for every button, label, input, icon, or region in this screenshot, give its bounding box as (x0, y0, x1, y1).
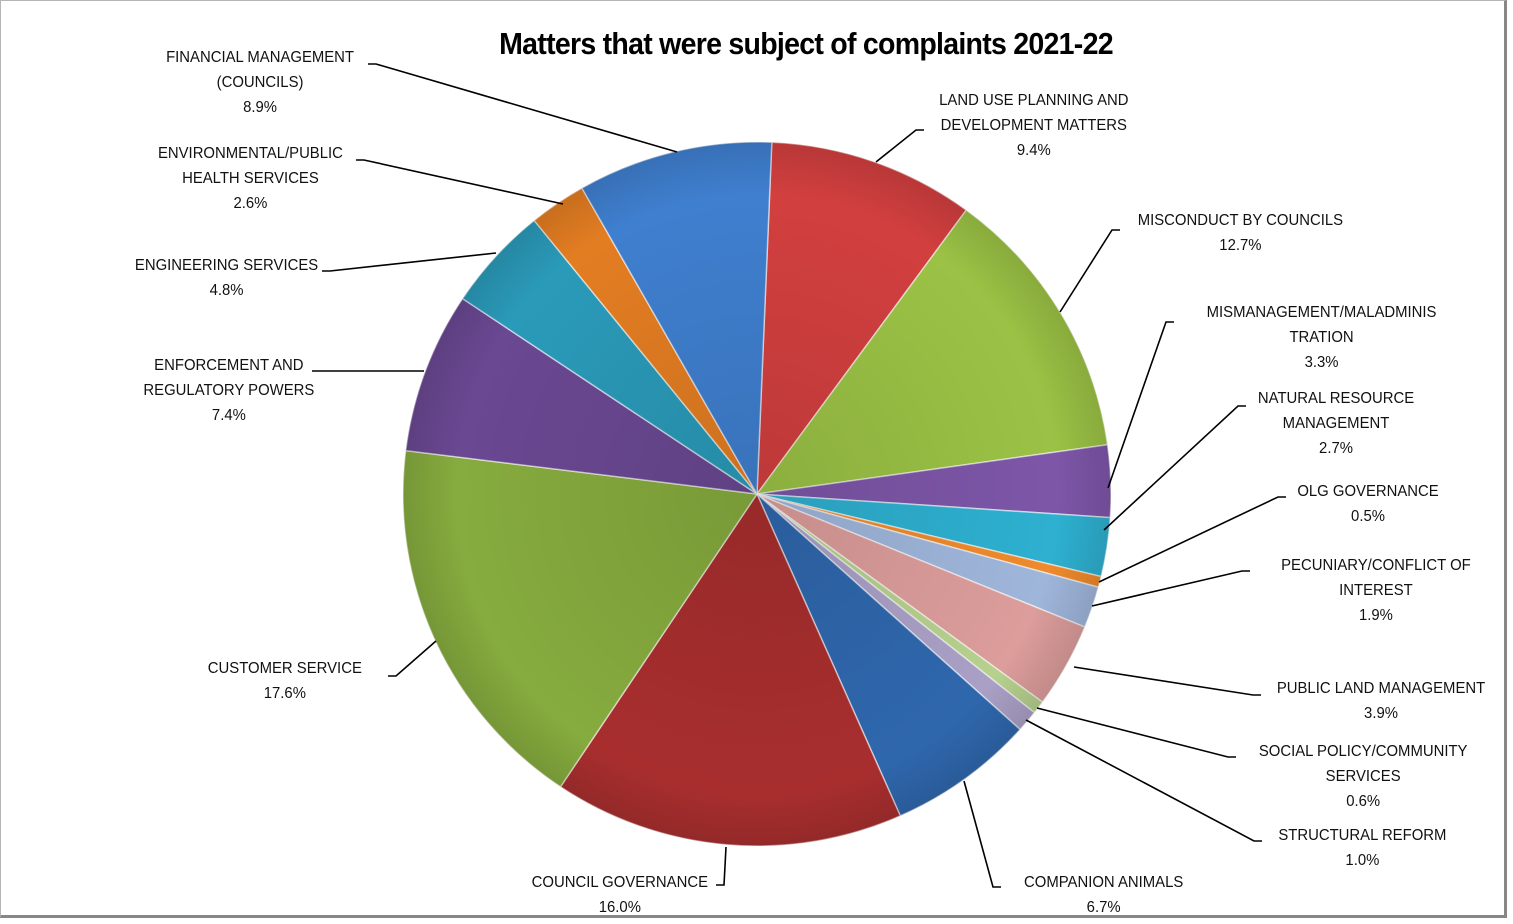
data-label: FINANCIAL MANAGEMENT (COUNCILS) 8.9% (166, 45, 354, 120)
data-label: LAND USE PLANNING AND DEVELOPMENT MATTERS… (939, 88, 1128, 163)
data-label: MISMANAGEMENT/MALADMINIS TRATION 3.3% (1206, 300, 1436, 375)
data-label: COUNCIL GOVERNANCE 16.0% (532, 870, 708, 920)
data-label-category: DEVELOPMENT MATTERS (940, 117, 1127, 134)
data-label: OLG GOVERNANCE 0.5% (1297, 479, 1438, 529)
data-label-category: FINANCIAL MANAGEMENT (166, 49, 355, 66)
data-label-category: ENVIRONMENTAL/PUBLIC (157, 145, 343, 162)
data-label-percent: 17.6% (263, 685, 306, 702)
data-label-category: PECUNIARY/CONFLICT OF (1281, 557, 1471, 574)
data-label-category: COUNCIL GOVERNANCE (531, 874, 709, 891)
data-label-percent: 6.7% (1086, 899, 1121, 916)
data-label: MISCONDUCT BY COUNCILS 12.7% (1137, 208, 1342, 258)
data-label-percent: 0.6% (1346, 793, 1381, 810)
data-label: ENGINEERING SERVICES 4.8% (134, 253, 317, 303)
leader-line (875, 129, 924, 163)
data-label: COMPANION ANIMALS 6.7% (1023, 870, 1182, 920)
data-label-category: STRUCTURAL REFORM (1277, 827, 1446, 844)
data-label-percent: 2.7% (1319, 440, 1353, 457)
data-label-category: ENFORCEMENT AND (154, 357, 304, 374)
data-label-category: PUBLIC LAND MANAGEMENT (1276, 680, 1486, 697)
data-label-percent: 4.8% (209, 282, 244, 299)
leader-line (388, 640, 437, 677)
data-label-category: OLG GOVERNANCE (1297, 483, 1439, 500)
data-label: STRUCTURAL REFORM 1.0% (1278, 823, 1446, 873)
leader-line (716, 846, 727, 886)
data-label-percent: 1.9% (1358, 607, 1393, 624)
chart-title: Matters that were subject of complaints … (499, 26, 1113, 61)
data-label: PECUNIARY/CONFLICT OF INTEREST 1.9% (1281, 553, 1471, 628)
data-label: NATURAL RESOURCE MANAGEMENT 2.7% (1258, 386, 1414, 461)
leader-lines (312, 63, 1286, 888)
leader-line (1091, 570, 1250, 607)
leader-line (1025, 719, 1262, 842)
leader-line (1098, 496, 1286, 583)
data-label-category: CUSTOMER SERVICE (207, 660, 362, 677)
leader-line (963, 780, 1001, 888)
data-label-percent: 1.0% (1344, 852, 1379, 869)
data-label-percent: 16.0% (598, 899, 641, 916)
leader-line (1103, 405, 1246, 531)
data-label-category: HEALTH SERVICES (181, 170, 319, 187)
data-label-category: MISMANAGEMENT/MALADMINIS (1206, 304, 1436, 321)
data-label-percent: 8.9% (243, 99, 278, 116)
data-label: PUBLIC LAND MANAGEMENT 3.9% (1277, 676, 1485, 726)
leader-line (368, 63, 678, 153)
data-label-percent: 0.5% (1351, 508, 1385, 525)
pie-slices (402, 141, 1112, 847)
data-label-percent: 3.3% (1304, 354, 1339, 371)
data-label-percent: 7.4% (211, 407, 246, 424)
data-label-percent: 12.7% (1218, 237, 1261, 254)
data-label-category: REGULATORY POWERS (143, 382, 315, 399)
data-label-category: INTEREST (1339, 582, 1413, 599)
data-label-category: SOCIAL POLICY/COMMUNITY (1258, 743, 1468, 760)
pie-shading (403, 142, 1111, 846)
data-label-category: MISCONDUCT BY COUNCILS (1137, 212, 1343, 229)
data-label-percent: 2.6% (232, 195, 267, 212)
data-label-category: COMPANION ANIMALS (1023, 874, 1183, 891)
data-label-category: TRATION (1288, 329, 1354, 346)
data-label-category: (COUNCILS) (216, 74, 304, 91)
data-label-category: SERVICES (1325, 768, 1401, 785)
leader-line (1073, 666, 1261, 696)
data-label-category: LAND USE PLANNING AND (939, 92, 1129, 109)
data-label-category: ENGINEERING SERVICES (134, 257, 318, 274)
data-label: ENFORCEMENT AND REGULATORY POWERS 7.4% (143, 353, 314, 428)
data-label: SOCIAL POLICY/COMMUNITY SERVICES 0.6% (1259, 739, 1468, 814)
data-label-percent: 3.9% (1364, 705, 1398, 722)
data-label: CUSTOMER SERVICE 17.6% (208, 656, 362, 706)
data-label-category: MANAGEMENT (1282, 415, 1390, 432)
data-label-percent: 9.4% (1016, 142, 1051, 159)
leader-line (356, 159, 564, 205)
leader-line (1036, 707, 1236, 758)
leader-line (322, 252, 497, 272)
data-label-category: NATURAL RESOURCE (1257, 390, 1415, 407)
leader-line (1059, 229, 1120, 313)
data-label: ENVIRONMENTAL/PUBLIC HEALTH SERVICES 2.6% (157, 141, 342, 216)
leader-line (1107, 321, 1174, 489)
